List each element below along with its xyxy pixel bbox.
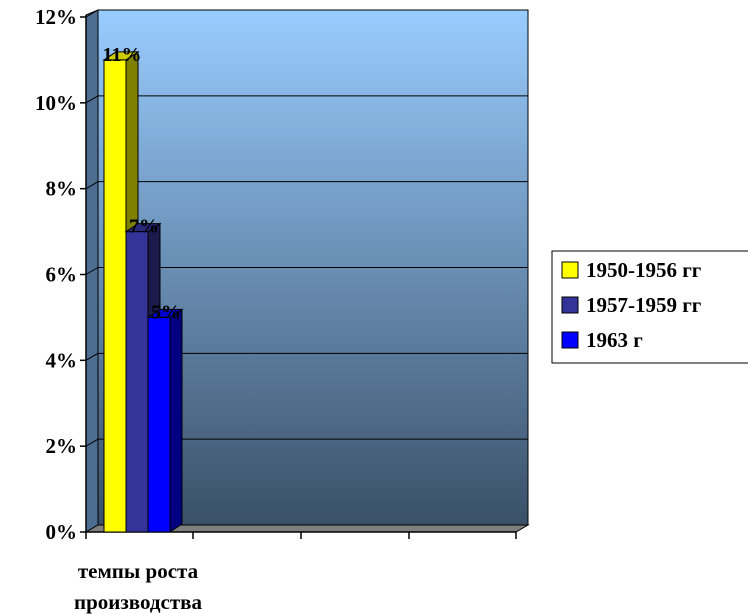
legend: 1950-1956 гг 1957-1959 гг 1963 г (551, 250, 748, 364)
y-tick-label: 6% (46, 263, 78, 287)
legend-label: 1957-1959 гг (586, 293, 701, 317)
bar-front (103, 59, 127, 533)
legend-label: 1963 г (586, 328, 643, 352)
data-label: 7% (129, 216, 159, 238)
category-label: темпы роста (78, 559, 199, 583)
legend-box (551, 250, 748, 364)
legend-swatch (561, 261, 579, 279)
y-tick-label: 4% (46, 348, 78, 372)
x-axis-ticks (85, 532, 517, 539)
y-tick-label: 12% (35, 5, 77, 29)
bar-front (147, 316, 171, 533)
legend-swatch (561, 331, 579, 349)
data-label: 11% (103, 44, 142, 66)
data-label: 5% (151, 301, 181, 323)
bar-top (146, 308, 184, 318)
gridline-side (85, 438, 99, 447)
gridline-side (85, 9, 99, 18)
gridline-side (85, 352, 99, 361)
bar-front (125, 231, 149, 533)
y-tick-label: 2% (46, 434, 78, 458)
bar-side (169, 308, 183, 533)
y-tick-label: 10% (35, 91, 77, 115)
bar-top (102, 51, 140, 61)
y-tick-label: 0% (46, 520, 78, 544)
gridline-side (85, 95, 99, 104)
bar-top (124, 223, 162, 233)
legend-label: 1950-1956 гг (586, 258, 701, 282)
legend-swatch (561, 296, 579, 314)
bars (102, 50, 184, 533)
gridline-side (85, 267, 99, 275)
y-axis-ticks: 0% 2% 4% 6% 8% 10% 12% (35, 5, 86, 544)
bar-3 (146, 308, 184, 533)
y-tick-label: 8% (46, 177, 78, 201)
data-labels: 11% 7% 5% (103, 44, 181, 323)
gridline-side (85, 181, 99, 190)
category-label-line2: производства (74, 590, 203, 614)
